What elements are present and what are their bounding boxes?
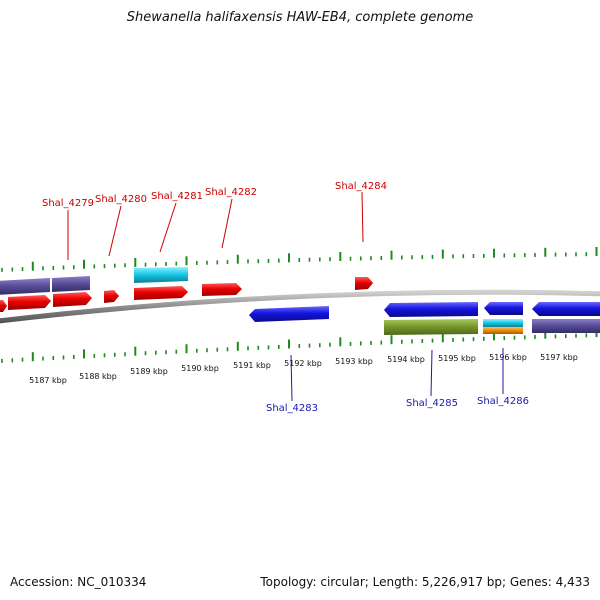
gene-arrow[interactable] bbox=[134, 286, 188, 300]
gene-label-shal-4281[interactable]: Shal_4281 bbox=[151, 191, 203, 202]
gene-label-shal-4286[interactable]: Shal_4286 bbox=[477, 396, 529, 407]
scale-label: 5197 kbp bbox=[540, 353, 578, 362]
scale-label: 5189 kbp bbox=[130, 367, 168, 376]
gene-block[interactable] bbox=[483, 327, 523, 334]
genome-backbone bbox=[0, 289, 600, 324]
gene-label-shal-4283[interactable]: Shal_4283 bbox=[266, 403, 318, 414]
gene-arrow[interactable] bbox=[532, 302, 600, 316]
minus-strand-genes bbox=[249, 302, 600, 322]
gene-arrow[interactable] bbox=[384, 302, 478, 317]
gene-arrow[interactable] bbox=[202, 283, 242, 296]
scale-label: 5191 kbp bbox=[233, 361, 271, 370]
scale-label: 5195 kbp bbox=[438, 354, 476, 363]
gene-label-shal-4285[interactable]: Shal_4285 bbox=[406, 398, 458, 409]
accession-label: Accession: NC_010334 bbox=[10, 575, 147, 589]
gene-arrow[interactable] bbox=[8, 295, 51, 310]
gene-label-shal-4284[interactable]: Shal_4284 bbox=[335, 181, 387, 192]
gene-block[interactable] bbox=[134, 267, 188, 283]
scale-label: 5188 kbp bbox=[79, 372, 117, 381]
scale-label: 5193 kbp bbox=[335, 357, 373, 366]
plus-gene-labels: Shal_4279 Shal_4280 Shal_4281 Shal_4282 … bbox=[42, 181, 387, 260]
scale-label: 5187 kbp bbox=[29, 376, 67, 385]
minus-strand-outer-genes bbox=[384, 319, 600, 335]
gene-arrow[interactable] bbox=[355, 277, 373, 290]
leader-line bbox=[221, 198, 233, 249]
gene-arrow[interactable] bbox=[53, 292, 92, 307]
gene-label-shal-4279[interactable]: Shal_4279 bbox=[42, 198, 94, 209]
genome-stats-label: Topology: circular; Length: 5,226,917 bp… bbox=[260, 575, 590, 589]
leader-line bbox=[290, 354, 293, 402]
gene-arrow[interactable] bbox=[0, 300, 7, 312]
gene-arrow[interactable] bbox=[484, 302, 523, 315]
gene-arrow[interactable] bbox=[104, 290, 119, 303]
leader-line bbox=[430, 349, 433, 397]
gene-block[interactable] bbox=[52, 276, 90, 292]
gene-label-shal-4282[interactable]: Shal_4282 bbox=[205, 187, 257, 198]
gene-arrow[interactable] bbox=[249, 306, 329, 322]
gene-block[interactable] bbox=[532, 319, 600, 333]
gene-block[interactable] bbox=[483, 319, 523, 327]
minus-gene-labels: Shal_4283 Shal_4285 Shal_4286 bbox=[266, 348, 529, 414]
upper-tick-row bbox=[1, 247, 598, 272]
leader-line bbox=[108, 205, 122, 257]
scale-label: 5190 kbp bbox=[181, 364, 219, 373]
plus-strand-genes bbox=[0, 277, 373, 312]
gene-label-shal-4280[interactable]: Shal_4280 bbox=[95, 194, 147, 205]
scale-label: 5194 kbp bbox=[387, 355, 425, 364]
scale-label: 5192 kbp bbox=[284, 359, 322, 368]
gene-block[interactable] bbox=[0, 278, 50, 295]
leader-line bbox=[361, 191, 364, 243]
scale-label: 5196 kbp bbox=[489, 353, 527, 362]
plus-strand-outer-genes bbox=[0, 267, 188, 295]
leader-line bbox=[159, 202, 177, 253]
gene-block[interactable] bbox=[384, 319, 478, 335]
scale-labels: 5187 kbp 5188 kbp 5189 kbp 5190 kbp 5191… bbox=[29, 353, 578, 385]
genome-title: Shewanella halifaxensis HAW-EB4, complet… bbox=[126, 10, 474, 25]
